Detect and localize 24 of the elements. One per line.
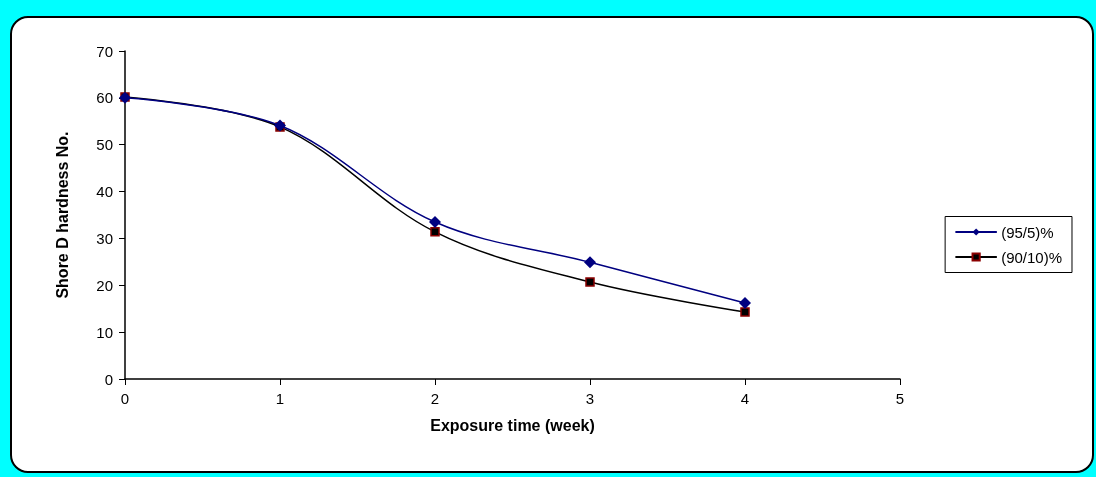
point: [429, 216, 441, 229]
point: [740, 307, 750, 317]
y-tick-label: 20: [96, 276, 113, 294]
y-tick-label: 50: [96, 136, 113, 154]
x-tick-label: 1: [275, 390, 285, 407]
legend-label: (90/10)%: [1001, 248, 1063, 266]
x-tick-label: 0: [120, 390, 130, 407]
y-tick-label: 10: [96, 323, 113, 341]
legend-label: (95/5)%: [1001, 223, 1054, 241]
point: [739, 297, 751, 310]
point: [585, 277, 595, 287]
x-tick-label: 4: [740, 390, 750, 407]
y-tick-label: 30: [96, 229, 113, 247]
y-tick-label: 70: [96, 42, 113, 60]
x-axis-title: Exposure time (week): [430, 416, 595, 434]
point: [584, 256, 596, 269]
y-tick-label: 60: [96, 89, 113, 107]
y-axis-title: Shore D hardness No.: [53, 131, 71, 299]
y-tick-label: 0: [104, 370, 113, 388]
x-tick-label: 2: [430, 390, 440, 407]
x-tick-label: 3: [585, 390, 595, 407]
y-tick-label: 40: [96, 183, 113, 201]
x-tick-label: 5: [895, 390, 905, 407]
point: [430, 227, 440, 237]
